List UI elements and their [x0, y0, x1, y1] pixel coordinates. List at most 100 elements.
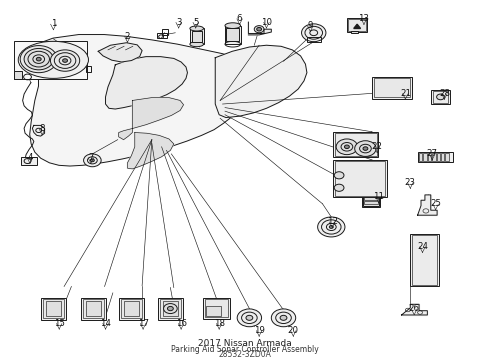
- Polygon shape: [32, 125, 44, 136]
- Circle shape: [317, 217, 344, 237]
- Bar: [42, 299, 64, 318]
- Polygon shape: [30, 35, 270, 166]
- Text: 23: 23: [404, 178, 415, 187]
- Polygon shape: [417, 195, 436, 215]
- Polygon shape: [127, 132, 173, 169]
- Circle shape: [301, 24, 325, 42]
- Ellipse shape: [189, 42, 203, 47]
- Bar: [363, 197, 377, 199]
- Bar: [371, 77, 411, 99]
- Bar: [332, 160, 386, 197]
- Bar: [119, 297, 144, 320]
- Bar: [41, 297, 66, 320]
- Bar: [189, 28, 203, 44]
- Bar: [334, 133, 376, 156]
- Text: 28532-3ZD0A: 28532-3ZD0A: [218, 350, 270, 359]
- Bar: [162, 301, 178, 316]
- Circle shape: [436, 94, 444, 100]
- Bar: [363, 192, 377, 195]
- Circle shape: [24, 49, 53, 70]
- Bar: [432, 91, 447, 103]
- Text: 28: 28: [438, 89, 449, 98]
- Bar: [81, 297, 106, 320]
- Circle shape: [83, 154, 101, 167]
- Bar: [411, 235, 436, 285]
- Ellipse shape: [224, 23, 240, 28]
- Circle shape: [167, 306, 173, 311]
- Circle shape: [280, 315, 286, 320]
- Text: 20: 20: [287, 326, 298, 335]
- Bar: [21, 157, 37, 165]
- Bar: [123, 301, 139, 316]
- Circle shape: [271, 309, 295, 327]
- Bar: [85, 301, 101, 316]
- Text: 4: 4: [27, 153, 33, 162]
- Bar: [191, 31, 201, 42]
- Bar: [436, 153, 439, 161]
- Text: 12: 12: [326, 217, 337, 226]
- Bar: [159, 299, 181, 318]
- Circle shape: [163, 303, 177, 314]
- Bar: [86, 66, 91, 72]
- Text: 11: 11: [372, 192, 383, 201]
- Bar: [409, 234, 438, 287]
- Text: Parking Aid Sonar Controller Assembly: Parking Aid Sonar Controller Assembly: [170, 345, 318, 354]
- Text: 8: 8: [40, 125, 45, 134]
- Bar: [203, 298, 229, 319]
- Ellipse shape: [189, 26, 203, 31]
- Text: 19: 19: [253, 326, 264, 335]
- Bar: [423, 153, 426, 161]
- Text: 18: 18: [213, 319, 224, 328]
- Bar: [418, 153, 422, 161]
- Polygon shape: [401, 304, 427, 315]
- Text: 5: 5: [193, 18, 198, 27]
- Bar: [363, 201, 377, 204]
- Circle shape: [90, 159, 94, 162]
- Polygon shape: [353, 24, 360, 28]
- Circle shape: [333, 184, 343, 191]
- Text: 10: 10: [261, 18, 271, 27]
- Bar: [158, 297, 183, 320]
- Bar: [161, 29, 168, 35]
- Bar: [224, 26, 240, 44]
- Bar: [427, 153, 430, 161]
- Bar: [334, 161, 384, 196]
- Text: 16: 16: [175, 319, 186, 328]
- Bar: [445, 153, 448, 161]
- Bar: [157, 33, 167, 38]
- Bar: [361, 190, 379, 207]
- Bar: [362, 190, 378, 206]
- Bar: [204, 299, 227, 317]
- Bar: [347, 19, 365, 31]
- Bar: [350, 31, 357, 33]
- Text: 26: 26: [408, 305, 419, 314]
- Text: 21: 21: [399, 89, 410, 98]
- Polygon shape: [119, 98, 183, 140]
- Text: 17: 17: [137, 319, 148, 328]
- Text: 15: 15: [54, 319, 64, 328]
- Bar: [373, 78, 409, 97]
- Bar: [45, 301, 61, 316]
- Circle shape: [335, 139, 357, 155]
- Bar: [440, 153, 444, 161]
- Text: 14: 14: [100, 319, 111, 328]
- Bar: [430, 90, 449, 104]
- Polygon shape: [98, 43, 142, 62]
- Bar: [346, 18, 366, 32]
- Circle shape: [362, 147, 367, 150]
- Bar: [14, 41, 87, 79]
- Bar: [121, 299, 142, 318]
- Bar: [332, 132, 377, 157]
- Bar: [306, 37, 320, 42]
- Bar: [82, 299, 104, 318]
- Text: 24: 24: [416, 242, 427, 251]
- Circle shape: [256, 27, 261, 31]
- Polygon shape: [248, 22, 271, 35]
- Text: 22: 22: [371, 142, 382, 151]
- Polygon shape: [105, 57, 187, 109]
- Text: 9: 9: [307, 21, 312, 30]
- Ellipse shape: [50, 50, 80, 71]
- Bar: [417, 152, 452, 162]
- Ellipse shape: [18, 41, 88, 78]
- Bar: [206, 306, 221, 316]
